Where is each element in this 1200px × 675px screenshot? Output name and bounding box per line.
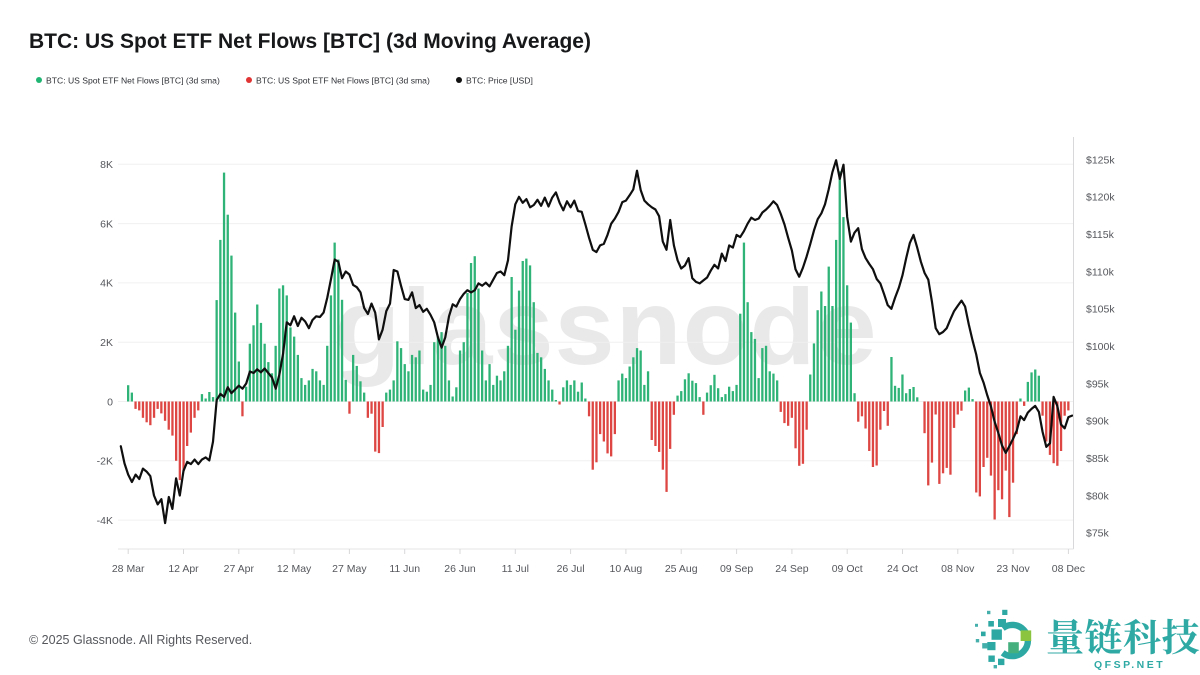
svg-text:$110k: $110k — [1086, 266, 1115, 278]
svg-text:2K: 2K — [100, 337, 113, 349]
svg-text:$90k: $90k — [1086, 416, 1110, 428]
svg-text:26 Jul: 26 Jul — [557, 563, 585, 575]
svg-text:25 Aug: 25 Aug — [665, 563, 698, 575]
svg-text:-2K: -2K — [97, 456, 113, 468]
svg-text:$75k: $75k — [1086, 528, 1110, 540]
svg-text:$100k: $100k — [1086, 341, 1115, 353]
svg-text:09 Sep: 09 Sep — [720, 563, 753, 575]
svg-text:$125k: $125k — [1086, 154, 1115, 166]
svg-text:$95k: $95k — [1086, 378, 1110, 390]
svg-text:10 Aug: 10 Aug — [610, 563, 643, 575]
svg-text:24 Sep: 24 Sep — [775, 563, 808, 575]
svg-text:© 2025 Glassnode. All Rights R: © 2025 Glassnode. All Rights Reserved. — [29, 633, 252, 647]
svg-text:27 Apr: 27 Apr — [224, 563, 255, 575]
svg-text:BTC: US Spot ETF Net Flows [BT: BTC: US Spot ETF Net Flows [BTC] (3d sma… — [46, 76, 220, 86]
svg-text:BTC: Price [USD]: BTC: Price [USD] — [466, 76, 533, 86]
svg-text:0: 0 — [107, 396, 113, 408]
svg-text:glassnode: glassnode — [334, 266, 877, 387]
svg-text:$120k: $120k — [1086, 192, 1115, 204]
svg-text:28 Mar: 28 Mar — [112, 563, 145, 575]
svg-text:09 Oct: 09 Oct — [832, 563, 863, 575]
svg-text:26 Jun: 26 Jun — [444, 563, 476, 575]
svg-text:08 Dec: 08 Dec — [1052, 563, 1085, 575]
svg-text:08 Nov: 08 Nov — [941, 563, 975, 575]
svg-text:12 Apr: 12 Apr — [168, 563, 199, 575]
svg-text:23 Nov: 23 Nov — [996, 563, 1030, 575]
svg-text:24 Oct: 24 Oct — [887, 563, 918, 575]
svg-text:$85k: $85k — [1086, 453, 1110, 465]
svg-text:12 May: 12 May — [277, 563, 312, 575]
svg-text:BTC: US Spot ETF Net Flows [BT: BTC: US Spot ETF Net Flows [BTC] (3d Mov… — [29, 30, 591, 53]
svg-text:27 May: 27 May — [332, 563, 367, 575]
svg-text:$105k: $105k — [1086, 304, 1115, 316]
svg-text:$115k: $115k — [1086, 229, 1115, 241]
svg-text:4K: 4K — [100, 278, 113, 290]
svg-text:$80k: $80k — [1086, 490, 1110, 502]
svg-text:8K: 8K — [100, 159, 113, 171]
svg-text:BTC: US Spot ETF Net Flows [BT: BTC: US Spot ETF Net Flows [BTC] (3d sma… — [256, 76, 430, 86]
svg-text:-4K: -4K — [97, 515, 113, 527]
svg-text:11 Jul: 11 Jul — [502, 563, 529, 575]
svg-text:QFSP.NET: QFSP.NET — [1094, 659, 1165, 671]
svg-text:6K: 6K — [100, 218, 113, 230]
svg-text:11 Jun: 11 Jun — [389, 563, 420, 575]
